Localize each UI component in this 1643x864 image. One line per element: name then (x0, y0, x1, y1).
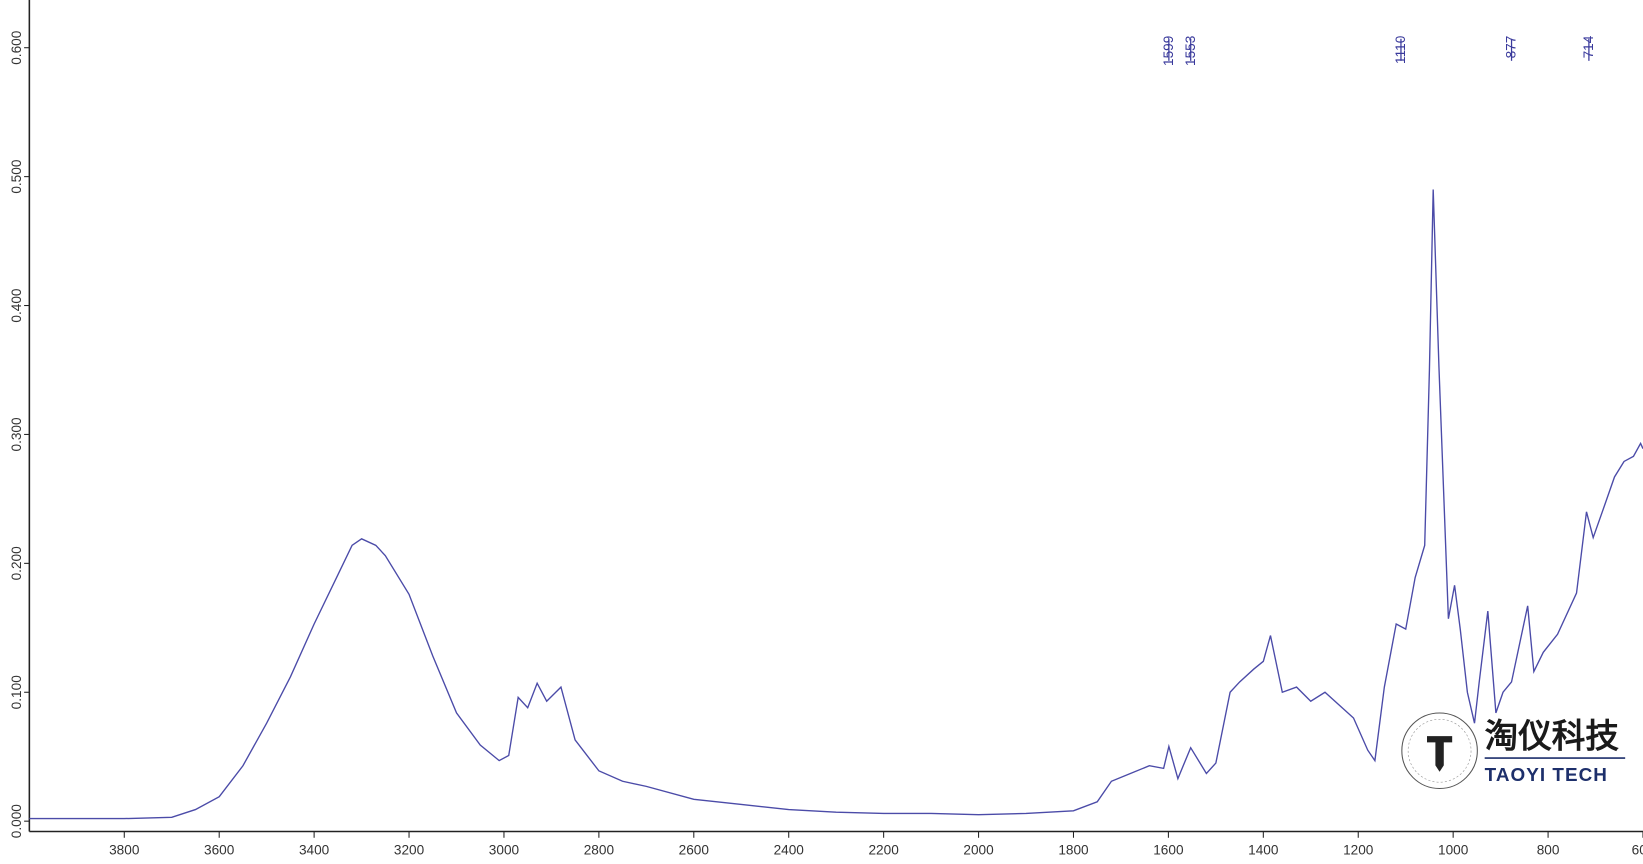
x-tick-label: 600 (1632, 843, 1643, 858)
x-tick-label: 2600 (679, 843, 710, 858)
x-tick-label: 1400 (1248, 843, 1279, 858)
y-tick-label: 0.600 (9, 30, 24, 65)
y-tick-label: 0.200 (9, 546, 24, 581)
peak-label: 1599 (1161, 36, 1176, 66)
x-tick-label: 2800 (584, 843, 615, 858)
logo-icon (1427, 736, 1453, 772)
y-tick-label: 0.000 (9, 804, 24, 839)
x-tick-label: 1600 (1153, 843, 1184, 858)
x-tick-label: 3600 (204, 843, 235, 858)
logo-name: 淘仪科技 (1485, 718, 1620, 756)
x-tick-label: 1800 (1058, 843, 1089, 858)
y-tick-label: 0.400 (9, 288, 24, 323)
y-tick-label: 0.100 (9, 675, 24, 710)
x-tick-label: 800 (1537, 843, 1560, 858)
spectrum-line (29, 189, 1643, 820)
x-tick-label: 1200 (1343, 843, 1374, 858)
peak-label: 714 (1581, 35, 1596, 58)
logo-ring (1407, 718, 1472, 783)
peak-label: 1553 (1183, 36, 1198, 66)
x-tick-label: 2400 (774, 843, 805, 858)
x-tick-label: 1000 (1438, 843, 1469, 858)
logo-subtitle: TAOYI TECH (1485, 764, 1608, 785)
x-tick-label: 2200 (868, 843, 899, 858)
x-tick-label: 3800 (109, 843, 140, 858)
logo-ring (1401, 712, 1478, 790)
x-tick-label: 2000 (963, 843, 994, 858)
x-tick-label: 3000 (489, 843, 520, 858)
x-tick-label: 3400 (299, 843, 330, 858)
x-tick-label: 3200 (394, 843, 425, 858)
peak-label: 1110 (1393, 35, 1408, 64)
peak-label: 877 (1504, 36, 1519, 59)
logo: 淘仪科技 TAOYI TECH (1401, 712, 1626, 790)
y-tick-label: 0.300 (9, 417, 24, 452)
y-tick-label: 0.500 (9, 159, 24, 194)
